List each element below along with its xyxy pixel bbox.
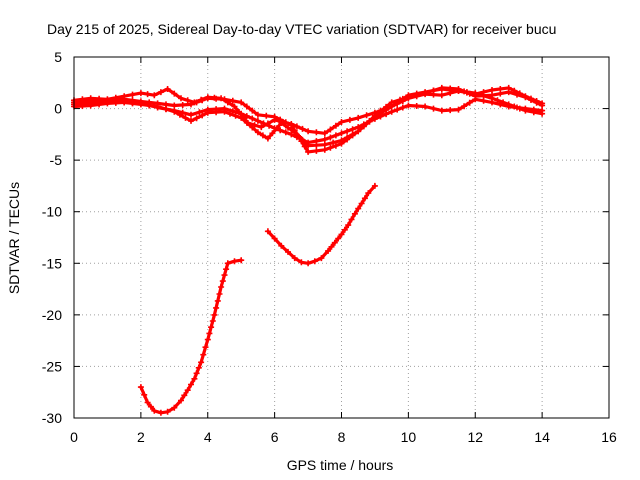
tick-marks — [73, 56, 610, 419]
series-line — [139, 258, 243, 415]
y-tick-labels: -30 -25 -20 -15 -10 -5 0 5 — [42, 49, 62, 426]
series-sat-f — [264, 182, 378, 267]
x-tick-label: 14 — [534, 429, 550, 445]
series-sat-c — [71, 96, 546, 146]
series-markers — [264, 182, 378, 267]
y-axis-label: SDTVAR / TECUs — [6, 182, 22, 294]
x-tick-labels: 0 2 4 6 8 10 12 14 16 — [70, 429, 617, 445]
x-tick-label: 2 — [137, 429, 145, 445]
y-tick-label: -20 — [42, 307, 62, 323]
x-tick-label: 0 — [70, 429, 78, 445]
series-markers — [71, 96, 546, 146]
y-tick-label: -30 — [42, 410, 62, 426]
y-tick-label: 5 — [54, 49, 62, 65]
x-tick-label: 8 — [338, 429, 346, 445]
series-group — [71, 84, 546, 416]
x-tick-label: 12 — [467, 429, 483, 445]
x-axis-label: GPS time / hours — [287, 457, 394, 473]
y-tick-label: -5 — [50, 152, 63, 168]
series-line — [72, 89, 544, 148]
series-sat-e — [137, 257, 245, 416]
series-line — [72, 97, 544, 145]
x-tick-label: 4 — [204, 429, 212, 445]
y-tick-label: -15 — [42, 255, 62, 271]
series-markers — [137, 257, 245, 416]
y-tick-label: -25 — [42, 358, 62, 374]
chart-title: Day 215 of 2025, Sidereal Day-to-day VTE… — [47, 21, 556, 37]
x-tick-label: 16 — [601, 429, 617, 445]
x-tick-label: 10 — [401, 429, 417, 445]
series-line — [266, 184, 377, 265]
x-tick-label: 6 — [271, 429, 279, 445]
y-tick-label: -10 — [42, 204, 62, 220]
y-tick-label: 0 — [54, 101, 62, 117]
